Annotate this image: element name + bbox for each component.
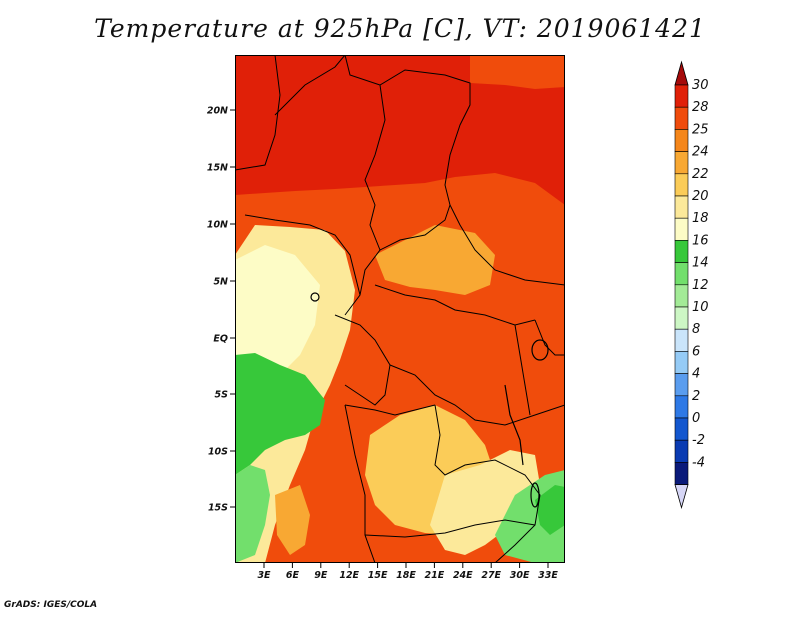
colorbar-label: 12 [692, 278, 709, 293]
colorbar-label: 24 [692, 145, 709, 160]
lat-label: EQ [213, 334, 228, 345]
lon-label: 12E [339, 570, 359, 581]
field-southwest-hot [305, 435, 365, 545]
field-southwest-green [235, 353, 325, 475]
colorbar-segment [674, 151, 689, 175]
lon-label: 21E [425, 570, 445, 581]
colorbar-segment [674, 129, 689, 152]
lon-label: 9E [314, 570, 328, 581]
colorbar-label: 20 [692, 189, 709, 204]
lon-label: 30E [510, 570, 530, 581]
country-borders [235, 55, 565, 563]
colorbar-segment [674, 84, 689, 108]
latitude-axis: 20N 15N 10N 5N EQ 5S 10S 15S [207, 106, 235, 514]
colorbar-segment [674, 284, 689, 308]
colorbar-segment [674, 395, 689, 419]
colorbar-bottom-arrow [674, 484, 689, 510]
lon-label: 33E [538, 570, 558, 581]
field-north-hot [235, 55, 565, 205]
colorbar-top-arrow [674, 60, 689, 86]
lat-label: 10N [207, 220, 228, 231]
lon-label: 15E [368, 570, 388, 581]
lon-label: 24E [453, 570, 473, 581]
colorbar-segment [674, 439, 689, 463]
lon-label: 3E [257, 570, 271, 581]
colorbar-segment [674, 373, 689, 397]
colorbar-segment [674, 217, 689, 241]
colorbar-label: 2 [692, 389, 700, 404]
colorbar-label: 18 [692, 211, 709, 226]
colorbar-segment [674, 173, 689, 197]
lon-label: 6E [286, 570, 300, 581]
colorbar-segment [674, 306, 689, 330]
colorbar-segment [674, 462, 689, 485]
colorbar-segment [674, 328, 689, 352]
field-southwest-lightgreen [235, 465, 270, 563]
colorbar-label: 16 [692, 233, 709, 248]
field-south-orange [275, 485, 310, 555]
colorbar-segment [674, 106, 689, 130]
lat-label: 15N [207, 163, 228, 174]
lat-label: 5S [215, 390, 229, 401]
field-west-coast [235, 245, 320, 385]
lat-label: 5N [213, 277, 228, 288]
lon-label: 18E [396, 570, 416, 581]
colorbar-label: 6 [692, 344, 700, 359]
colorbar-label: -4 [692, 455, 705, 470]
colorbar-label: -2 [692, 433, 705, 448]
colorbar-label: 4 [692, 367, 700, 382]
colorbar-segment [674, 351, 689, 374]
colorbar-label: 8 [692, 322, 700, 337]
colorbar-segment [674, 417, 689, 441]
lat-label: 20N [207, 106, 228, 117]
colorbar-label: 14 [692, 256, 709, 271]
credit-text: GrADS: IGES/COLA [4, 600, 98, 610]
colorbar-label: 22 [692, 167, 709, 182]
lakes [310, 292, 549, 508]
colorbar-label: 25 [692, 122, 709, 137]
colorbar-label: 28 [692, 100, 709, 115]
temperature-map [235, 55, 565, 563]
longitude-axis: 3E 6E 9E 12E 15E 18E 21E 24E 27E 30E 33E [257, 563, 558, 581]
colorbar-label: 0 [692, 411, 700, 426]
field-northeast-patch [470, 55, 565, 89]
colorbar-segment [674, 195, 689, 219]
lat-label: 10S [208, 447, 228, 458]
lon-label: 27E [481, 570, 501, 581]
lat-label: 15S [208, 503, 228, 514]
colorbar-label: 10 [692, 300, 709, 315]
field-southeast-darkgreen [535, 485, 565, 535]
colorbar-label: 30 [692, 78, 709, 93]
field-southeast-light [430, 450, 540, 555]
colorbar-segment [674, 262, 689, 286]
field-central-warm [375, 225, 495, 295]
map-border [235, 55, 565, 563]
colorbar-segment [674, 240, 689, 263]
map-title: Temperature at 925hPa [C], VT: 201906142… [94, 14, 706, 43]
